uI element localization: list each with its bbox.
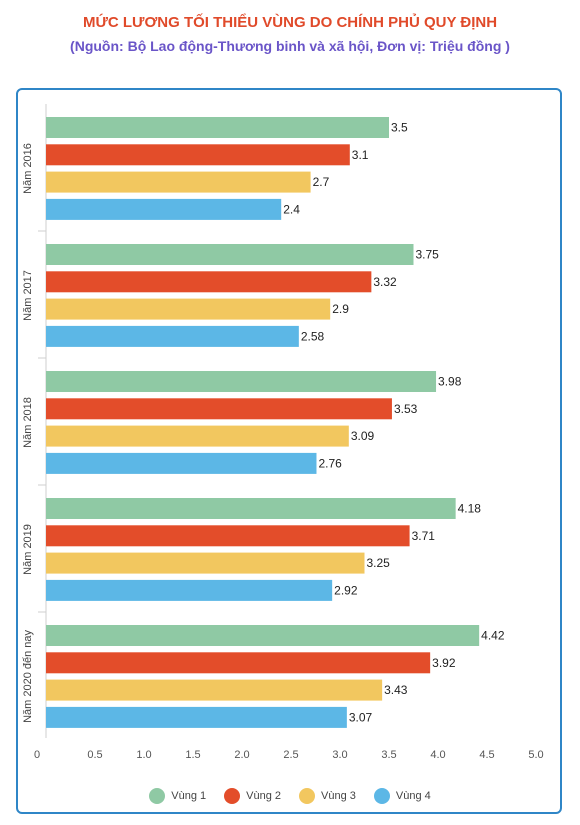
data-label: 3.07 <box>349 710 373 724</box>
legend-label: Vùng 4 <box>395 790 431 802</box>
legend-item-vung-1[interactable]: Vùng 1 <box>149 788 206 804</box>
data-label: 2.58 <box>301 329 325 343</box>
legend-swatch <box>224 788 241 804</box>
legend-swatch <box>149 788 166 804</box>
x-tick-label: 3.5 <box>381 749 396 761</box>
bar <box>46 117 389 138</box>
legend: Vùng 1 Vùng 2 Vùng 3 Vùng 4 <box>0 788 580 804</box>
bar <box>46 271 372 293</box>
x-tick-label: 1.5 <box>185 749 200 761</box>
bar <box>46 652 431 674</box>
legend-item-vung-3[interactable]: Vùng 3 <box>299 788 356 804</box>
bar <box>46 579 333 601</box>
legend-item-vung-2[interactable]: Vùng 2 <box>224 788 281 804</box>
bar <box>46 679 383 701</box>
x-tick-label: 4.0 <box>430 749 445 761</box>
bar <box>46 452 317 474</box>
data-label: 4.42 <box>481 629 505 643</box>
bar <box>46 298 331 320</box>
x-tick-label: 1.0 <box>136 749 151 761</box>
data-label: 2.76 <box>318 456 342 470</box>
x-tick-label: 2.5 <box>283 749 298 761</box>
x-tick-label: 5.0 <box>528 749 543 761</box>
data-label: 3.32 <box>373 275 397 289</box>
category-label: Năm 2017 <box>22 270 34 321</box>
category-label: Năm 2016 <box>22 143 34 194</box>
data-label: 3.1 <box>352 148 369 162</box>
legend-label: Vùng 3 <box>321 790 356 802</box>
chart-subtitle: (Nguồn: Bộ Lao động-Thương binh và xã hộ… <box>70 38 510 54</box>
bar <box>46 171 311 193</box>
bar <box>46 425 349 447</box>
data-label: 3.43 <box>384 683 408 697</box>
bar <box>46 625 480 646</box>
data-label: 3.92 <box>432 656 456 670</box>
bar <box>46 144 350 166</box>
data-label: 2.92 <box>334 583 358 597</box>
category-label: Năm 2019 <box>22 524 34 575</box>
x-tick-label: 3.0 <box>332 749 347 761</box>
category-label: Năm 2020 đến nay <box>22 629 34 722</box>
bar <box>46 706 347 728</box>
x-tick-label: 0.5 <box>87 749 102 761</box>
data-label: 3.75 <box>416 248 440 262</box>
legend-label: Vùng 1 <box>171 790 207 802</box>
data-label: 3.25 <box>367 556 391 570</box>
legend-swatch <box>373 788 390 804</box>
data-label: 2.4 <box>283 202 300 216</box>
legend-label: Vùng 2 <box>246 790 281 802</box>
category-label: Năm 2018 <box>22 397 34 448</box>
bar <box>46 244 414 265</box>
chart-title: MỨC LƯƠNG TỐI THIỂU VÙNG DO CHÍNH PHỦ QU… <box>82 14 498 31</box>
x-tick-label: 4.5 <box>479 749 494 761</box>
data-label: 3.09 <box>351 429 375 443</box>
bar <box>46 525 410 547</box>
legend-item-vung-4[interactable]: Vùng 4 <box>373 788 431 804</box>
data-label: 4.18 <box>458 502 482 516</box>
data-label: 3.5 <box>391 121 408 135</box>
data-label: 3.71 <box>412 529 436 543</box>
x-tick-label: 2.0 <box>234 749 249 761</box>
bar <box>46 498 456 519</box>
legend-swatch <box>299 788 315 804</box>
bar <box>46 198 282 220</box>
chart-frame <box>16 88 562 814</box>
data-label: 3.53 <box>394 402 418 416</box>
bar <box>46 325 299 347</box>
data-label: 2.7 <box>313 175 330 189</box>
data-label: 2.9 <box>332 302 349 316</box>
x-tick-label: 0 <box>34 749 40 761</box>
bar <box>46 398 392 420</box>
data-label: 3.98 <box>438 375 462 389</box>
bar <box>46 371 437 392</box>
bar <box>46 552 365 574</box>
